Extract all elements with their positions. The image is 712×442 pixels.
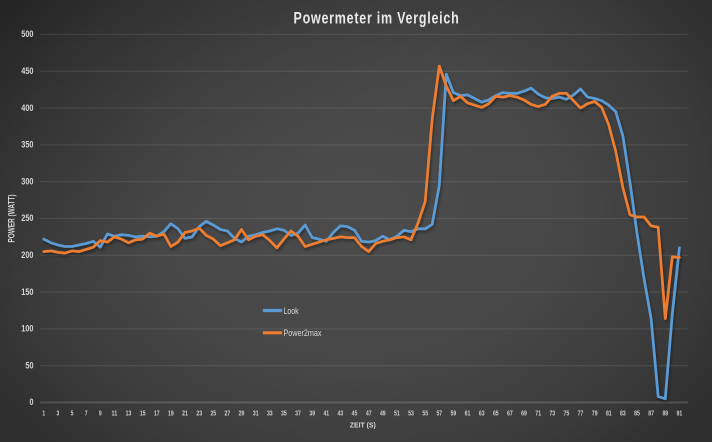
svg-text:500: 500 (21, 29, 33, 39)
svg-text:Powermeter im Vergleich: Powermeter im Vergleich (294, 10, 460, 28)
svg-text:63: 63 (479, 409, 485, 418)
svg-text:27: 27 (225, 409, 231, 418)
svg-text:POWER (WATT): POWER (WATT) (6, 195, 16, 243)
svg-text:35: 35 (281, 409, 287, 418)
svg-text:150: 150 (21, 287, 33, 297)
svg-text:0: 0 (30, 397, 34, 407)
svg-text:ZEIT (S): ZEIT (S) (350, 421, 376, 430)
svg-text:69: 69 (521, 409, 527, 418)
svg-text:23: 23 (196, 409, 202, 418)
svg-text:17: 17 (154, 409, 160, 418)
svg-text:300: 300 (21, 176, 33, 186)
svg-text:91: 91 (677, 409, 683, 418)
svg-text:29: 29 (239, 409, 245, 418)
svg-text:33: 33 (267, 409, 273, 418)
svg-text:11: 11 (112, 409, 118, 418)
svg-text:57: 57 (436, 409, 442, 418)
svg-text:53: 53 (408, 409, 414, 418)
svg-text:100: 100 (21, 324, 33, 334)
svg-text:400: 400 (21, 103, 33, 113)
svg-text:350: 350 (21, 140, 33, 150)
svg-text:73: 73 (549, 409, 555, 418)
svg-text:77: 77 (578, 409, 584, 418)
svg-text:7: 7 (85, 409, 88, 418)
svg-text:83: 83 (620, 409, 626, 418)
svg-text:50: 50 (25, 360, 33, 370)
svg-text:41: 41 (323, 409, 329, 418)
svg-text:65: 65 (493, 409, 499, 418)
svg-text:67: 67 (507, 409, 513, 418)
svg-text:19: 19 (168, 409, 174, 418)
svg-text:43: 43 (338, 409, 344, 418)
svg-text:15: 15 (140, 409, 146, 418)
svg-text:1: 1 (42, 409, 45, 418)
svg-text:Power2max: Power2max (284, 328, 322, 339)
svg-text:37: 37 (295, 409, 301, 418)
svg-text:5: 5 (71, 409, 74, 418)
svg-text:13: 13 (126, 409, 132, 418)
svg-text:450: 450 (21, 66, 33, 76)
svg-text:55: 55 (422, 409, 428, 418)
svg-text:9: 9 (99, 409, 102, 418)
svg-text:Look: Look (284, 306, 299, 317)
svg-text:59: 59 (451, 409, 457, 418)
svg-text:250: 250 (21, 213, 33, 223)
svg-text:51: 51 (394, 409, 400, 418)
svg-text:79: 79 (592, 409, 598, 418)
svg-text:3: 3 (57, 409, 60, 418)
svg-text:89: 89 (662, 409, 668, 418)
svg-text:75: 75 (564, 409, 570, 418)
svg-text:81: 81 (606, 409, 612, 418)
svg-text:71: 71 (535, 409, 541, 418)
svg-text:45: 45 (352, 409, 358, 418)
svg-text:61: 61 (465, 409, 471, 418)
svg-text:39: 39 (309, 409, 315, 418)
svg-text:87: 87 (648, 409, 654, 418)
svg-text:25: 25 (210, 409, 216, 418)
svg-text:31: 31 (253, 409, 259, 418)
svg-text:21: 21 (182, 409, 188, 418)
svg-text:47: 47 (366, 409, 372, 418)
svg-text:49: 49 (380, 409, 386, 418)
svg-text:200: 200 (21, 250, 33, 260)
svg-text:85: 85 (634, 409, 640, 418)
